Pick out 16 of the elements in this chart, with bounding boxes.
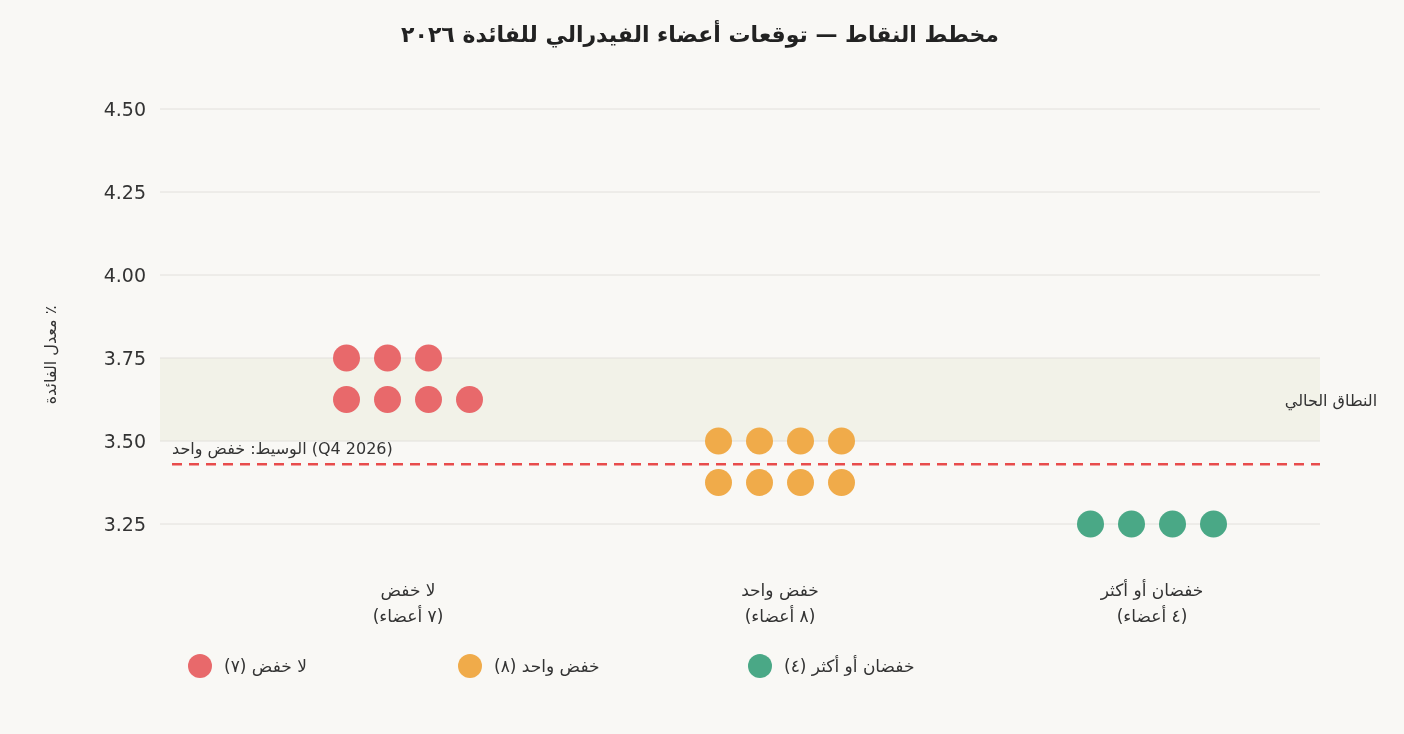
legend-label: خفض واحد (٨) xyxy=(494,656,600,676)
y-tick-label: 4.00 xyxy=(103,264,146,286)
y-tick-label: 3.50 xyxy=(103,430,146,452)
chart-title: مخطط النقاط — توقعات أعضاء الفيدرالي للفائدة ٢٠٢٦ xyxy=(401,19,999,48)
y-tick-label: 3.25 xyxy=(103,513,146,535)
y-tick-label: 4.25 xyxy=(103,181,146,203)
legend-label: خفضان أو أكثر (٤) xyxy=(784,655,915,676)
y-axis-title: ٪ معدل الفائدة xyxy=(41,305,60,405)
x-tick-label: لا خفض (٧ أعضاء) xyxy=(372,580,444,626)
x-tick-label: خفضان أو أكثر (٤ أعضاء) xyxy=(1099,579,1204,626)
y-tick-label: 4.50 xyxy=(103,98,146,120)
band-label: النطاق الحالي xyxy=(1284,390,1378,411)
ref-line-label: الوسيط: خفض واحد (Q4 2026) xyxy=(172,439,393,460)
y-tick-label: 3.75 xyxy=(103,347,146,369)
x-tick-label: خفض واحد (٨ أعضاء) xyxy=(741,580,819,626)
legend-label: لا خفض (٧) xyxy=(224,656,307,676)
